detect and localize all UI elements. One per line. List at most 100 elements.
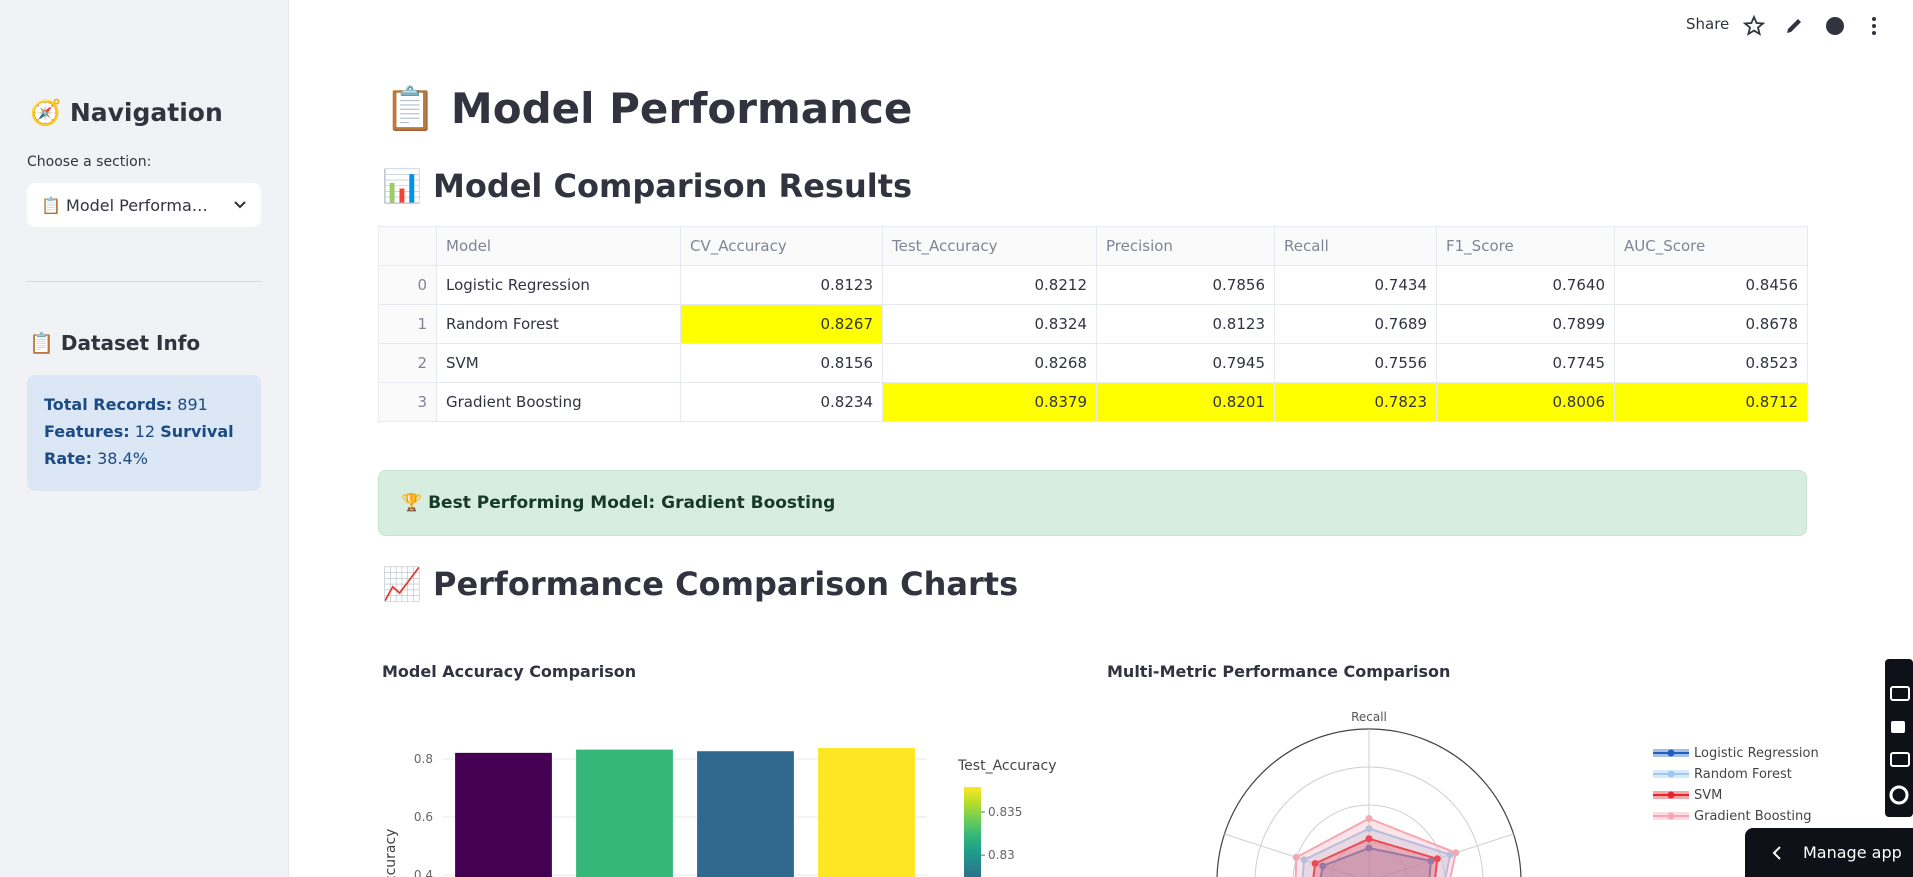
radar-point <box>1446 851 1454 859</box>
column-header: CV_Accuracy <box>680 226 883 266</box>
column-header: Test_Accuracy <box>882 226 1097 266</box>
info-label: Survival Rate: <box>44 422 234 468</box>
info-label: Total Records: <box>44 395 173 414</box>
metric-cell: 0.8006 <box>1436 382 1615 422</box>
info-label: Features: <box>44 422 130 441</box>
radar-point <box>1452 849 1460 857</box>
share-button[interactable]: Share <box>1686 15 1730 33</box>
y-tick-label: 0.8 <box>414 752 433 766</box>
radar-point <box>1433 855 1441 863</box>
dataset-title: 📋 Dataset Info <box>29 331 201 355</box>
metric-cell: 0.7640 <box>1436 265 1615 305</box>
colorbar-title: Test_Accuracy <box>957 758 1057 774</box>
radar-point <box>1292 853 1300 861</box>
menu-icon <box>1872 24 1876 28</box>
metric-cell: 0.8712 <box>1614 382 1808 422</box>
github-icon[interactable] <box>1826 17 1844 35</box>
metric-cell: 0.7556 <box>1274 343 1437 383</box>
radar-area <box>1301 827 1452 877</box>
legend-label: Logistic Regression <box>1694 746 1819 761</box>
metric-cell: 0.8156 <box>680 343 883 383</box>
star-icon[interactable] <box>1742 14 1766 36</box>
metric-cell: 0.8379 <box>882 382 1097 422</box>
toolbar-icons <box>1742 14 1876 36</box>
metric-cell: 0.7899 <box>1436 304 1615 344</box>
column-header: AUC_Score <box>1614 226 1808 266</box>
metric-cell: 0.7823 <box>1274 382 1437 422</box>
legend-marker <box>1667 770 1675 778</box>
radar-point <box>1427 857 1435 865</box>
metric-cell: 0.8523 <box>1614 343 1808 383</box>
chevron-left-icon <box>1772 845 1781 860</box>
row-index: 1 <box>378 304 437 344</box>
header-row: Model CV_Accuracy Test_Accuracy Precision Re… <box>378 226 1808 266</box>
y-tick-label: 0.6 <box>414 810 433 824</box>
row-index: 3 <box>378 382 437 422</box>
colorbar <box>964 787 981 877</box>
model-cell: Logistic Regression <box>436 265 681 305</box>
success-text: 🏆 Best Performing Model: Gradient Boosti… <box>401 493 836 513</box>
video-icon[interactable] <box>1891 721 1905 733</box>
nav-title: 🧭 Navigation <box>30 98 223 127</box>
spoke <box>1379 833 1514 877</box>
metric-cell: 0.7434 <box>1274 265 1437 305</box>
chevron-icon <box>234 201 246 209</box>
radar-area <box>1312 837 1439 877</box>
y-axis-label: Accuracy <box>383 829 399 877</box>
chart-title: Multi-Metric Performance Comparison <box>1107 662 1450 681</box>
colorbar-tick-label: 0.83 <box>988 848 1015 862</box>
index-header <box>378 226 437 266</box>
settings-icon[interactable] <box>1889 785 1909 805</box>
manage-app-label: Manage app <box>1803 843 1902 862</box>
legend-marker <box>1667 749 1675 757</box>
radar-point <box>1300 856 1308 864</box>
edit-icon[interactable] <box>1787 19 1801 33</box>
colorbar-tick-label: 0.835 <box>988 805 1022 819</box>
radar-point <box>1365 814 1373 822</box>
menu-icon[interactable] <box>1872 17 1876 21</box>
metric-cell: 0.8234 <box>680 382 883 422</box>
metric-cell: 0.8267 <box>680 304 883 344</box>
radar-point <box>1365 844 1373 852</box>
legend-marker <box>1667 812 1675 820</box>
chart-title: Model Accuracy Comparison <box>382 662 636 681</box>
select-value: 📋 Model Performa… <box>41 195 208 215</box>
select-label: Choose a section: <box>27 154 152 170</box>
info-value: 891 <box>177 395 208 414</box>
bar <box>576 749 673 877</box>
table-row: 3 Gradient Boosting 0.8234 0.8379 0.8201 0.78… <box>378 382 1808 422</box>
divider <box>27 281 261 282</box>
metric-cell: 0.8268 <box>882 343 1097 383</box>
page-title: 📋 Model Performance <box>384 84 913 133</box>
table-row: 2 SVM 0.8156 0.8268 0.7945 0.7556 0.7745 0.8523 <box>378 343 1808 383</box>
column-header: Recall <box>1274 226 1437 266</box>
metric-cell: 0.8212 <box>882 265 1097 305</box>
column-header: F1_Score <box>1436 226 1615 266</box>
section-select[interactable]: 📋 Model Performa… <box>27 183 261 227</box>
model-cell: SVM <box>436 343 681 383</box>
camera-icon[interactable] <box>1890 686 1910 701</box>
bar <box>818 748 915 877</box>
legend-marker <box>1667 791 1675 799</box>
radar-area <box>1319 846 1432 877</box>
manage-app-button[interactable]: Manage app <box>1745 828 1913 877</box>
radar-point <box>1319 862 1327 870</box>
section-title: 📊 Model Comparison Results <box>382 167 913 205</box>
section-title: 📈 Performance Comparison Charts <box>382 565 1019 603</box>
success-message: 🏆 Best Performing Model: Gradient Boosti… <box>378 470 1807 536</box>
legend-label: Random Forest <box>1694 767 1792 782</box>
metric-cell: 0.8201 <box>1096 382 1275 422</box>
results-table: Model CV_Accuracy Test_Accuracy Precision Re… <box>378 226 1808 422</box>
screen-icon[interactable] <box>1890 752 1910 767</box>
angular-label: Recall <box>1351 710 1387 724</box>
table-row: 0 Logistic Regression 0.8123 0.8212 0.7856 0.… <box>378 265 1808 305</box>
radar-point <box>1365 825 1373 833</box>
dataset-info: Total Records: 891 Features: 12 Survival… <box>27 375 261 491</box>
metric-cell: 0.8456 <box>1614 265 1808 305</box>
y-tick-label: 0.4 <box>414 868 433 877</box>
info-value: 38.4% <box>97 449 148 468</box>
info-value: 12 <box>134 422 156 441</box>
